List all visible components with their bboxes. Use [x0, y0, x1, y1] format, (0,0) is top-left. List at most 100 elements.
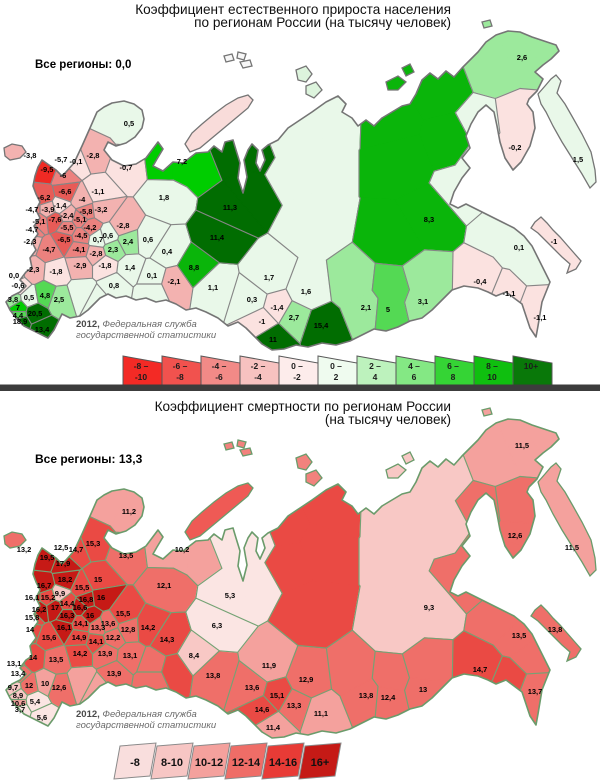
svg-text:13,4: 13,4	[35, 325, 50, 334]
svg-text:16,6: 16,6	[73, 603, 88, 612]
svg-text:8,3: 8,3	[424, 215, 434, 224]
svg-text:9,9: 9,9	[55, 589, 65, 598]
svg-text:15,2: 15,2	[41, 593, 56, 602]
svg-text:-6,5: -6,5	[58, 235, 71, 244]
svg-text:4,8: 4,8	[40, 291, 50, 300]
svg-text:-2 –: -2 –	[251, 361, 266, 371]
svg-text:14,7: 14,7	[69, 545, 84, 554]
svg-text:13: 13	[419, 685, 427, 694]
svg-text:13,8: 13,8	[206, 671, 221, 680]
svg-text:12,8: 12,8	[121, 625, 136, 634]
svg-text:-5,1: -5,1	[74, 215, 87, 224]
svg-text:16,1: 16,1	[25, 593, 40, 602]
svg-text:5: 5	[386, 305, 390, 314]
svg-text:0,1: 0,1	[514, 243, 524, 252]
svg-text:14,2: 14,2	[73, 649, 88, 658]
svg-text:-1,8: -1,8	[99, 261, 112, 270]
svg-text:-1,1: -1,1	[503, 289, 516, 298]
svg-text:19,5: 19,5	[40, 553, 55, 562]
svg-text:-0,7: -0,7	[120, 163, 133, 172]
svg-text:17: 17	[51, 603, 59, 612]
svg-text:4 –: 4 –	[408, 361, 420, 371]
svg-text:0,5: 0,5	[24, 293, 34, 302]
svg-text:-1: -1	[551, 237, 558, 246]
svg-text:1,8: 1,8	[159, 193, 169, 202]
svg-text:0,0: 0,0	[9, 271, 19, 280]
svg-text:-2,8: -2,8	[117, 221, 130, 230]
svg-text:-2,1: -2,1	[168, 277, 181, 286]
svg-text:-3,8: -3,8	[24, 151, 37, 160]
svg-text:2,1: 2,1	[361, 303, 371, 312]
svg-text:11,3: 11,3	[223, 203, 237, 212]
svg-text:-4,5: -4,5	[75, 231, 88, 240]
svg-text:-4,7: -4,7	[43, 245, 56, 254]
svg-text:1,4: 1,4	[125, 263, 136, 272]
svg-text:16,2: 16,2	[32, 605, 47, 614]
svg-text:12,4: 12,4	[381, 693, 396, 702]
svg-text:16+: 16+	[311, 757, 330, 769]
svg-text:5,4: 5,4	[30, 697, 41, 706]
svg-text:13,8: 13,8	[548, 625, 563, 634]
svg-text:8: 8	[451, 372, 456, 382]
svg-text:15,1: 15,1	[270, 691, 285, 700]
svg-text:6,3: 6,3	[212, 621, 222, 630]
svg-text:-4: -4	[254, 372, 262, 382]
svg-text:12: 12	[25, 681, 33, 690]
svg-text:11,4: 11,4	[266, 723, 281, 732]
svg-text:-2: -2	[293, 372, 301, 382]
svg-text:2,3: 2,3	[108, 245, 118, 254]
svg-text:14,1: 14,1	[74, 619, 89, 628]
svg-text:-4,2: -4,2	[84, 223, 97, 232]
svg-text:1,7: 1,7	[264, 273, 274, 282]
svg-text:14-16: 14-16	[269, 757, 297, 769]
svg-text:1,1: 1,1	[208, 283, 218, 292]
svg-text:-1,8: -1,8	[50, 267, 63, 276]
svg-text:7,2: 7,2	[177, 157, 187, 166]
svg-text:0,6: 0,6	[143, 235, 153, 244]
svg-text:5,3: 5,3	[225, 591, 235, 600]
svg-text:0 –: 0 –	[291, 361, 303, 371]
svg-text:13,5: 13,5	[119, 551, 134, 560]
svg-text:2,6: 2,6	[517, 53, 527, 62]
svg-text:16,8: 16,8	[79, 595, 94, 604]
svg-text:14,3: 14,3	[160, 635, 175, 644]
svg-text:10: 10	[41, 679, 49, 688]
svg-text:10: 10	[487, 372, 497, 382]
svg-text:-6,2: -6,2	[38, 193, 51, 202]
svg-text:6 –: 6 –	[447, 361, 459, 371]
svg-text:-6 –: -6 –	[173, 361, 188, 371]
svg-text:0,6: 0,6	[103, 231, 113, 240]
svg-text:8-10: 8-10	[161, 757, 183, 769]
svg-text:15,6: 15,6	[42, 633, 57, 642]
svg-text:-7,6: -7,6	[49, 215, 62, 224]
svg-text:-4,7: -4,7	[26, 205, 39, 214]
svg-text:15: 15	[94, 575, 102, 584]
svg-text:18,2: 18,2	[58, 575, 73, 584]
svg-text:-5,8: -5,8	[80, 207, 93, 216]
svg-text:0,8: 0,8	[109, 281, 119, 290]
svg-text:-0,1: -0,1	[70, 157, 83, 166]
svg-text:9,3: 9,3	[424, 603, 434, 612]
svg-text:4,4: 4,4	[13, 311, 24, 320]
svg-text:12,9: 12,9	[299, 675, 314, 684]
svg-text:13,1: 13,1	[7, 659, 22, 668]
svg-text:10-12: 10-12	[195, 757, 223, 769]
svg-text:11,5: 11,5	[565, 543, 579, 552]
svg-text:14,4: 14,4	[60, 599, 75, 608]
svg-text:-1,1: -1,1	[534, 313, 547, 322]
svg-text:16,7: 16,7	[37, 581, 52, 590]
svg-text:1,6: 1,6	[301, 287, 311, 296]
svg-text:12,6: 12,6	[508, 531, 523, 540]
svg-text:4: 4	[373, 372, 378, 382]
svg-text:15,5: 15,5	[75, 583, 90, 592]
svg-text:6: 6	[412, 372, 417, 382]
svg-text:16,1: 16,1	[57, 623, 72, 632]
svg-text:11,1: 11,1	[314, 709, 328, 718]
svg-text:-1: -1	[259, 317, 266, 326]
svg-text:-4: -4	[79, 195, 86, 204]
svg-text:16,3: 16,3	[60, 611, 75, 620]
svg-text:-3,9: -3,9	[42, 205, 55, 214]
svg-text:10+: 10+	[524, 361, 538, 371]
svg-text:-2,9: -2,9	[74, 261, 87, 270]
svg-text:13,5: 13,5	[49, 655, 64, 664]
